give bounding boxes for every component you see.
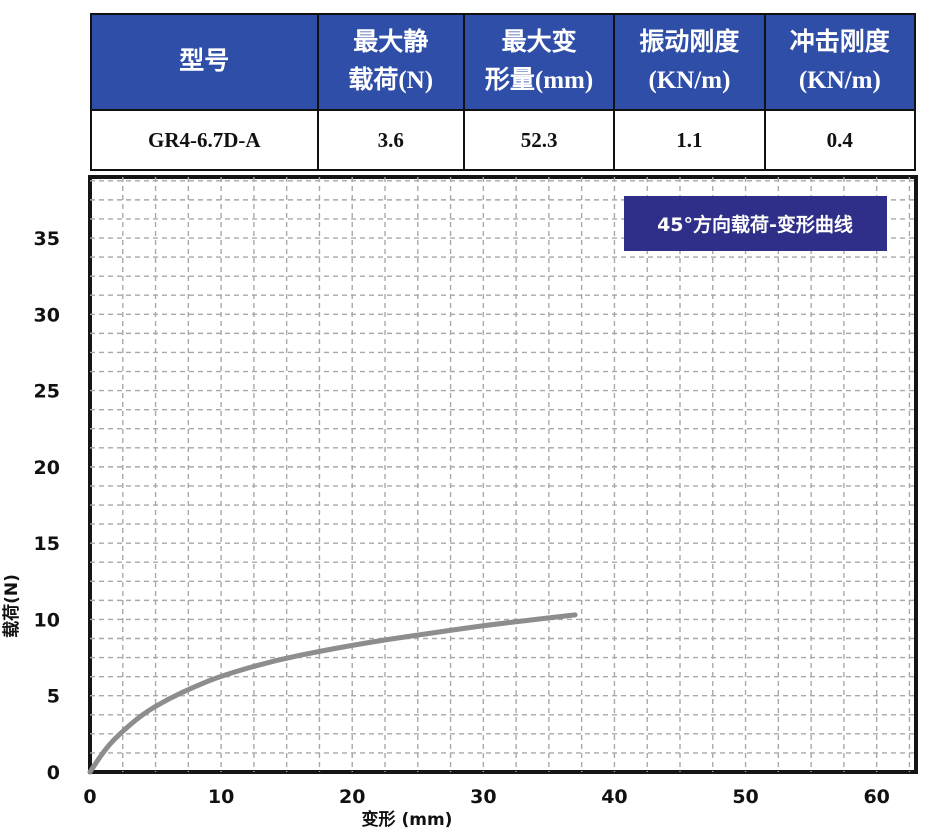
y-tick-label: 25 (34, 381, 60, 403)
max-static-load-header: 最大静 载荷(N) (316, 13, 465, 111)
model-value: GR4-6.7D-A (90, 109, 319, 171)
max-deformation-header: 最大变 形量(mm) (462, 13, 616, 111)
legend-box: 45°方向载荷-变形曲线 (624, 196, 887, 251)
y-tick-label: 10 (34, 609, 60, 631)
x-axis-label: 变形 (mm) (362, 809, 453, 830)
grid-lines (90, 177, 916, 772)
chart-title: 45°方向载荷-变形曲线 (657, 213, 853, 236)
y-tick-label: 35 (34, 228, 60, 250)
y-tick-label: 20 (34, 457, 60, 479)
x-tick-label: 40 (601, 786, 627, 808)
y-axis-ticks: 0 5 10 15 20 25 30 35 (34, 228, 60, 784)
x-tick-label: 60 (863, 786, 889, 808)
y-tick-label: 15 (34, 533, 60, 555)
y-axis-label: 载荷(N) (1, 574, 22, 638)
x-tick-label: 20 (339, 786, 365, 808)
x-tick-label: 30 (470, 786, 496, 808)
plot-area (88, 175, 918, 774)
max-deformation-value: 52.3 (462, 109, 616, 171)
vibration-stiffness-header: 振动刚度 (KN/m) (613, 13, 766, 111)
specification-table: 型号 最大静 载荷(N) 最大变 形量(mm) 振动刚度 (KN/m) 冲击刚度… (90, 13, 917, 171)
y-tick-label: 0 (47, 762, 60, 784)
x-tick-label: 10 (208, 786, 234, 808)
model-header: 型号 (90, 13, 319, 111)
x-tick-label: 50 (732, 786, 758, 808)
max-static-load-value: 3.6 (316, 109, 465, 171)
vibration-stiffness-value: 1.1 (613, 109, 766, 171)
specification-value-row: GR4-6.7D-A 3.6 52.3 1.1 0.4 (90, 109, 917, 171)
x-tick-label: 0 (83, 786, 96, 808)
impact-stiffness-header: 冲击刚度 (KN/m) (763, 13, 917, 111)
legend-background (624, 196, 887, 251)
specification-header-row: 型号 最大静 载荷(N) 最大变 形量(mm) 振动刚度 (KN/m) 冲击刚度… (90, 13, 917, 111)
load-deformation-series-line (87, 612, 578, 775)
impact-stiffness-value: 0.4 (763, 109, 917, 171)
y-tick-label: 30 (34, 304, 60, 326)
x-axis-ticks: 0 10 20 30 40 50 60 (83, 786, 890, 808)
y-tick-label: 5 (47, 686, 60, 708)
